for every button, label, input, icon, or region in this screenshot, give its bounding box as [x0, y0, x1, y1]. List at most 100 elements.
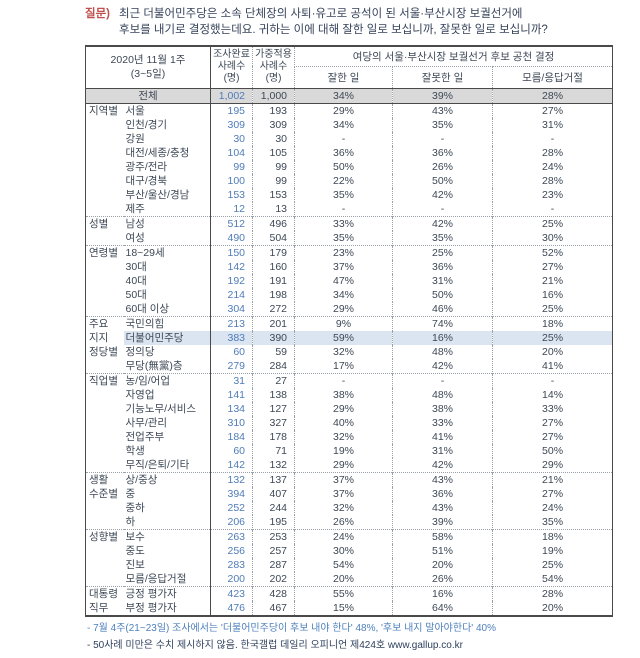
row-group-label [86, 231, 124, 246]
row-dk-pct: 20% [492, 344, 613, 359]
row-weighted-n: 327 [252, 415, 295, 430]
row-completed-n: 252 [210, 500, 253, 515]
row-weighted-n: 287 [252, 557, 295, 572]
table-header: 2020년 11월 1주 (3~5일) 조사완료 사례수 (명) 가중적용 사례… [85, 46, 613, 88]
row-dk-pct: 24% [492, 500, 613, 515]
row-weighted-n: 178 [252, 429, 295, 444]
row-group-label: 지역별 [89, 104, 118, 117]
row-bad-pct: 42% [392, 187, 493, 202]
row-bad-pct: 74% [392, 315, 493, 331]
row-category-label: 부정 평가자 [125, 601, 177, 614]
row-dk-pct: - [492, 372, 613, 388]
row-weighted-n: 71 [252, 443, 295, 458]
table-row: 대전/세종/충청 104 105 36% 36% 28% [86, 145, 613, 160]
row-good-pct: 29% [294, 301, 393, 316]
row-good-pct: 32% [294, 429, 393, 444]
table-row: 직업별 농/임/어업 31 27 - - - [85, 372, 613, 388]
row-group-label: 연령별 [85, 244, 124, 260]
row-weighted-n: 284 [252, 358, 295, 373]
row-completed-n: 283 [210, 557, 253, 572]
table-row: 60대 이상 304 272 29% 46% 25% [86, 301, 613, 316]
row-dk-pct: - [492, 201, 613, 216]
row-category-label: 대전/세종/충청 [125, 146, 190, 159]
table-row: 지역별 서울 195 193 29% 43% 27% [86, 103, 613, 118]
table-row: 성별 남성 512 496 33% 42% 25% [85, 215, 613, 231]
row-dk-pct: 33% [492, 401, 613, 416]
row-weighted-n: 59 [252, 344, 295, 359]
row-dk-pct: 18% [492, 528, 613, 544]
table-row: 무직/은퇴/기타 142 132 29% 42% 29% [86, 457, 613, 472]
table-row: 50대 214 198 34% 50% 16% [86, 287, 613, 302]
header-weighted-cases: 가중적용 사례수 (명) [252, 46, 295, 88]
row-dk-pct: 14% [492, 387, 613, 402]
row-category-label: 상/중상 [123, 471, 211, 487]
table-row: 부산/울산/경남 153 153 35% 42% 23% [86, 187, 613, 202]
table-row: 강원 30 30 - - - [86, 131, 613, 146]
row-bad-pct: 50% [392, 287, 493, 302]
header-row-2: 잘한 일 잘못한 일 모름/응답거절 [86, 66, 613, 88]
row-dk-pct: 54% [492, 571, 613, 586]
row-dk-pct: 27% [492, 486, 613, 501]
row-completed-n: 132 [210, 471, 253, 487]
row-category-label: 대구/경북 [125, 174, 168, 187]
row-group-label [86, 430, 124, 444]
poll-results-table: 2020년 11월 1주 (3~5일) 조사완료 사례수 (명) 가중적용 사례… [85, 45, 614, 617]
row-bad-pct: 36% [392, 145, 493, 160]
table-row: 자영업 141 138 38% 48% 14% [86, 387, 613, 402]
row-bad-pct: 58% [392, 528, 493, 544]
row-group-label: 직무 [89, 601, 109, 614]
table-row: 중하 252 244 32% 43% 24% [86, 500, 613, 515]
table-row: 정당별 정의당 60 59 32% 48% 20% [86, 344, 613, 359]
row-category-label: 보수 [123, 528, 211, 544]
row-category-label: 50대 [125, 288, 147, 301]
footnote-source: - 50사례 미만은 수치 제시하지 않음. 한국갤럽 데일리 오피니언 제42… [87, 640, 463, 651]
total-dk-pct: 28% [492, 88, 613, 104]
row-group-label [86, 572, 124, 587]
row-completed-n: 213 [210, 315, 253, 331]
row-group-label [86, 544, 124, 558]
table-body: 전체 1,002 1,000 34% 39% 28% 지역별 서울 195 19… [85, 88, 613, 616]
results-table-container: 2020년 11월 1주 (3~5일) 조사완료 사례수 (명) 가중적용 사례… [85, 45, 614, 617]
row-good-pct: 32% [294, 500, 393, 515]
row-dk-pct: - [492, 131, 613, 146]
row-completed-n: 279 [210, 358, 253, 373]
table-row: 모름/응답거절 200 202 20% 26% 54% [86, 571, 613, 587]
row-bad-pct: 16% [392, 330, 493, 345]
row-completed-n: 214 [210, 287, 253, 302]
row-dk-pct: 30% [492, 230, 613, 245]
row-group-label [86, 202, 124, 217]
table-row: 30대 142 160 37% 36% 27% [86, 259, 613, 274]
table-row: 성향별 보수 263 253 24% 58% 18% [85, 528, 613, 544]
row-completed-n: 263 [210, 528, 253, 544]
row-group-label [86, 160, 124, 174]
row-completed-n: 394 [210, 486, 253, 501]
table-row: 생활 상/중상 132 137 37% 43% 21% [85, 471, 613, 487]
row-completed-n: 192 [210, 273, 253, 288]
row-good-pct: 34% [294, 117, 393, 132]
row-bad-pct: 39% [392, 514, 493, 529]
header-survey-period: 2020년 11월 1주 (3~5일) [85, 46, 212, 88]
row-dk-pct: 18% [492, 315, 613, 331]
row-dk-pct: 41% [492, 358, 613, 373]
row-dk-pct: 52% [492, 244, 613, 260]
row-good-pct: 40% [294, 415, 393, 430]
row-category-label: 모름/응답거절 [125, 572, 187, 585]
row-bad-pct: 31% [392, 443, 493, 458]
row-weighted-n: 195 [252, 514, 295, 529]
row-group-label [86, 444, 124, 458]
row-group-label [86, 558, 124, 572]
row-bad-pct: 33% [392, 415, 493, 430]
row-good-pct: 24% [294, 528, 393, 544]
row-good-pct: 33% [294, 215, 393, 231]
table-row: 중도 256 257 30% 51% 19% [86, 543, 613, 558]
row-completed-n: 153 [210, 187, 253, 202]
row-dk-pct: 20% [492, 600, 613, 616]
header-row-1: 2020년 11월 1주 (3~5일) 조사완료 사례수 (명) 가중적용 사례… [85, 46, 613, 88]
row-bad-pct: 25% [392, 244, 493, 260]
row-group-label: 지지 [85, 330, 124, 345]
row-bad-pct: 42% [392, 457, 493, 472]
row-completed-n: 206 [210, 514, 253, 529]
row-dk-pct: 27% [492, 415, 613, 430]
row-bad-pct: 42% [392, 215, 493, 231]
row-completed-n: 104 [210, 145, 253, 160]
